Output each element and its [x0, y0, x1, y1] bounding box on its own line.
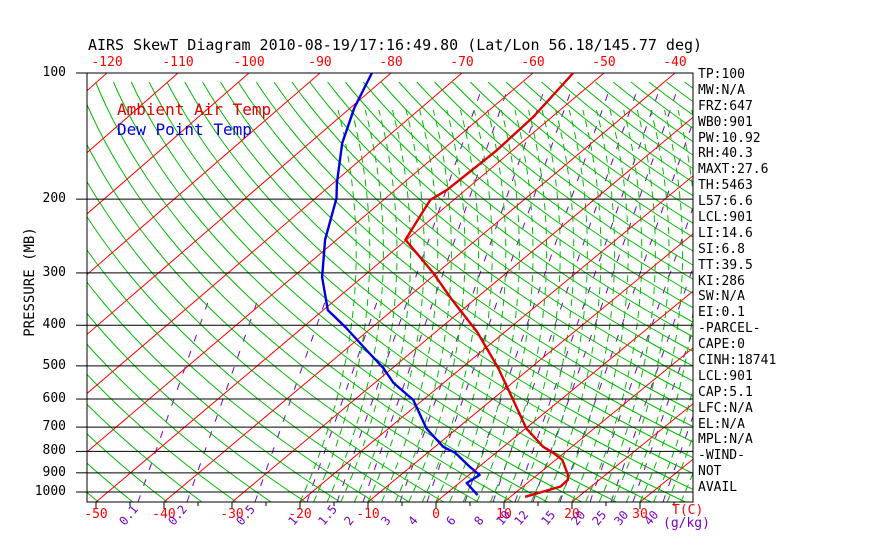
metric-row: LFC:N/A: [698, 400, 753, 416]
indices-panel: TP:100 MW:N/A FRZ:647 WB0:901 PW:10.92 RH:40.…: [698, 67, 776, 496]
metric-row: CINH:18741: [698, 353, 777, 369]
metric-row: TT:39.5: [698, 257, 753, 273]
bottom-temp-label: -30: [220, 507, 244, 522]
pressure-label: 200: [42, 191, 66, 207]
mixing-unit-label: (g/kg): [663, 516, 710, 531]
top-temp-label: -90: [308, 55, 332, 70]
pressure-label: 800: [42, 443, 66, 459]
metric-row: LI:14.6: [698, 225, 753, 241]
isobar-lines: [76, 72, 694, 509]
metric-row: NOT: [698, 464, 722, 480]
bottom-temp-label: -20: [288, 507, 312, 522]
bottom-temp-label: 10: [496, 507, 512, 522]
metric-row: EI:0.1: [698, 305, 745, 321]
pressure-label: 400: [42, 317, 66, 333]
metric-row: RH:40.3: [698, 146, 753, 162]
metric-row: KI:286: [698, 273, 745, 289]
metric-row: LCL:901: [698, 368, 753, 384]
metric-row: TH:5463: [698, 178, 753, 194]
pressure-label: 600: [42, 391, 66, 407]
metric-row: TP:100: [698, 67, 745, 82]
pressure-label: 700: [42, 419, 66, 435]
top-temp-label: -110: [162, 55, 194, 70]
isotherm-lines: [87, 73, 693, 502]
metric-row: MW:N/A: [698, 82, 745, 98]
dry-adiabat-lines: [87, 81, 693, 502]
pressure-label: 500: [42, 357, 66, 373]
metric-row: SW:N/A: [698, 289, 745, 305]
top-temp-label: -80: [379, 55, 403, 70]
legend-ambient-air-temp: Ambient Air Temp: [117, 100, 272, 119]
pressure-label: 1000: [34, 484, 66, 499]
top-temp-label: -70: [450, 55, 474, 70]
metric-row: LCL:901: [698, 210, 753, 226]
moist-adiabat-lines: [299, 109, 693, 502]
sounding-curves: [320, 72, 575, 498]
top-temp-label: -60: [521, 55, 545, 70]
metric-row: L57:6.6: [698, 194, 753, 210]
metric-row: -WIND-: [698, 448, 745, 464]
top-temp-label: -50: [592, 55, 616, 70]
bottom-temp-label: -10: [356, 507, 380, 522]
pressure-label: 100: [42, 65, 66, 80]
metric-row: PW:10.92: [698, 130, 761, 146]
pressure-label: 300: [42, 264, 66, 280]
bottom-temp-label: -40: [152, 507, 176, 522]
top-temp-label: -40: [663, 55, 687, 70]
metric-row: FRZ:647: [698, 98, 753, 114]
curve-ambient-air-temp: [404, 72, 575, 498]
metric-row: WB0:901: [698, 114, 753, 130]
bottom-temp-label: 0: [432, 507, 440, 522]
temp-unit-label: T(C): [672, 503, 704, 518]
metric-row: CAPE:0: [698, 337, 745, 353]
bottom-temp-label: 20: [564, 507, 580, 522]
pressure-label: 900: [42, 464, 66, 480]
metric-row: CAP:5.1: [698, 384, 753, 400]
metric-row: SI:6.8: [698, 241, 745, 257]
metric-row: AVAIL: [698, 480, 738, 496]
metric-row: -PARCEL-: [698, 321, 761, 337]
legend-dew-point-temp: Dew Point Temp: [117, 120, 252, 139]
bottom-temp-label: -50: [84, 507, 108, 522]
bottom-temp-label: 30: [632, 507, 648, 522]
top-temp-label: -120: [91, 55, 123, 70]
metric-row: EL:N/A: [698, 416, 745, 432]
metric-row: MPL:N/A: [698, 432, 753, 448]
top-temp-label: -100: [233, 55, 265, 70]
metric-row: MAXT:27.6: [698, 162, 769, 178]
curve-dew-point-temp: [320, 72, 481, 496]
page-title: AIRS SkewT Diagram 2010-08-19/17:16:49.8…: [87, 36, 703, 54]
